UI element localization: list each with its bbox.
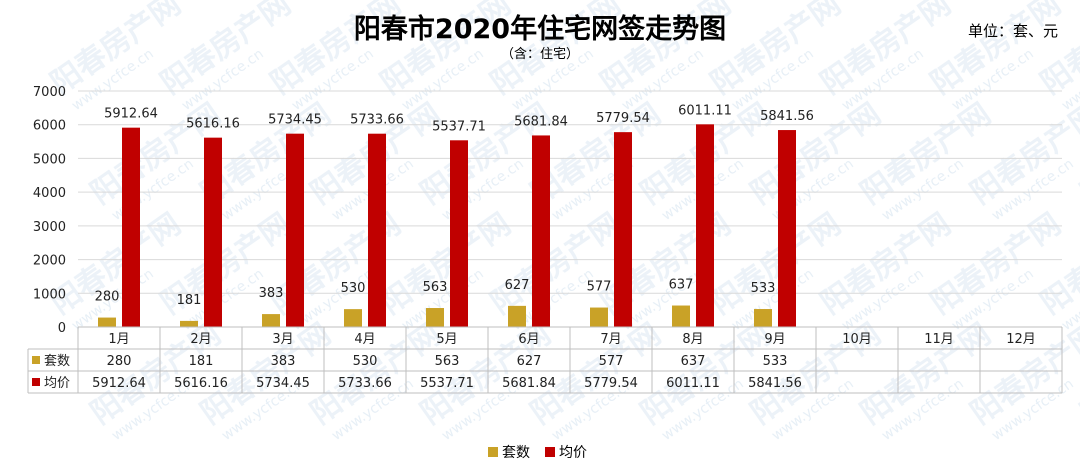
data-label-price: 5681.84 (514, 114, 568, 129)
data-label-units: 637 (669, 278, 694, 293)
bar-units (590, 307, 608, 327)
legend-swatch-units (488, 447, 498, 457)
x-tick-label: 5月 (436, 332, 457, 347)
table-cell: 383 (271, 354, 296, 369)
bar-price (532, 135, 550, 327)
data-label-price: 6011.11 (678, 103, 732, 118)
legend-label-price: 均价 (559, 445, 587, 461)
bar-price (122, 127, 140, 327)
table-cell: 563 (435, 354, 460, 369)
y-tick-label: 6000 (33, 119, 66, 134)
table-row-header: 套数 (44, 353, 70, 369)
data-table: 1月 280 5912.64 2月 181 5616.16 3月 383 5734.45 4月 53… (27, 326, 1063, 394)
data-label-units: 530 (341, 281, 366, 296)
data-label-units: 577 (587, 280, 612, 295)
data-label-price: 5779.54 (596, 111, 650, 126)
x-tick-label: 11月 (924, 332, 954, 347)
y-tick-label: 3000 (33, 220, 66, 235)
bar-price (286, 133, 304, 327)
bar-units (672, 305, 690, 327)
table-cell: 280 (107, 354, 132, 369)
table-legend-swatch (32, 378, 40, 386)
x-tick-label: 3月 (272, 332, 293, 347)
data-label-units: 563 (423, 280, 448, 295)
x-tick-label: 4月 (354, 332, 375, 347)
table-cell: 530 (353, 354, 378, 369)
table-cell: 533 (763, 354, 788, 369)
legend-label-units: 套数 (502, 445, 530, 461)
table-row-header: 均价 (44, 376, 70, 391)
y-tick-label: 5000 (33, 152, 66, 167)
legend: 套数 均价 (488, 445, 587, 461)
table-cell: 5912.64 (92, 376, 146, 391)
data-label-price: 5734.45 (268, 113, 322, 128)
chart-subtitle: （含：住宅） (501, 46, 579, 62)
bar-units (508, 305, 526, 327)
y-tick-label: 2000 (33, 254, 66, 269)
x-tick-label: 12月 (1006, 332, 1036, 347)
bar-price (368, 133, 386, 327)
table-cell: 627 (517, 354, 542, 369)
table-cell: 5537.71 (420, 376, 474, 391)
data-labels: 280 5912.64 181 5616.16 383 5734.45 530 5733.66… (95, 103, 814, 308)
bar-units (180, 320, 198, 327)
gridlines (78, 90, 1062, 328)
bar-price (204, 137, 222, 327)
y-tick-label: 0 (58, 321, 66, 336)
table-cell: 5733.66 (338, 376, 392, 391)
y-tick-label: 4000 (33, 186, 66, 201)
bar-units (426, 308, 444, 327)
table-cell: 5681.84 (502, 376, 556, 391)
table-cell: 5779.54 (584, 376, 638, 391)
data-label-units: 627 (505, 278, 530, 293)
bar-units (344, 309, 362, 327)
y-axis: 0 1000 2000 3000 4000 5000 6000 7000 (33, 85, 66, 336)
x-tick-label: 8月 (682, 332, 703, 347)
data-label-units: 533 (751, 281, 776, 296)
x-tick-label: 1月 (108, 332, 129, 347)
table-cell: 637 (681, 354, 706, 369)
bar-price (696, 124, 714, 327)
data-label-units: 280 (95, 290, 120, 305)
bar-units (262, 314, 280, 327)
data-label-price: 5912.64 (104, 107, 158, 122)
table-cell: 577 (599, 354, 624, 369)
table-cell: 6011.11 (666, 376, 720, 391)
bar-units (754, 309, 772, 327)
bar-units (98, 317, 116, 327)
x-tick-label: 7月 (600, 332, 621, 347)
x-tick-label: 10月 (842, 332, 872, 347)
y-tick-label: 1000 (33, 287, 66, 302)
bar-price (778, 130, 796, 327)
data-label-price: 5616.16 (186, 117, 240, 132)
x-tick-label: 2月 (190, 332, 211, 347)
table-cell: 5616.16 (174, 376, 228, 391)
x-tick-label: 9月 (764, 332, 785, 347)
table-cell: 5841.56 (748, 376, 802, 391)
bars (98, 124, 796, 327)
unit-label: 单位：套、元 (968, 22, 1058, 40)
table-legend-swatch (32, 356, 40, 364)
table-cell: 5734.45 (256, 376, 310, 391)
y-tick-label: 7000 (33, 85, 66, 100)
bar-price (614, 132, 632, 327)
data-label-price: 5537.71 (432, 119, 486, 134)
table-cell: 181 (189, 354, 214, 369)
x-tick-label: 6月 (518, 332, 539, 347)
bar-price (450, 140, 468, 327)
chart-title: 阳春市2020年住宅网签走势图 (354, 13, 726, 45)
data-label-units: 383 (259, 286, 284, 301)
legend-swatch-price (545, 447, 555, 457)
data-label-units: 181 (177, 293, 202, 308)
data-label-price: 5841.56 (760, 109, 814, 124)
data-label-price: 5733.66 (350, 113, 404, 128)
